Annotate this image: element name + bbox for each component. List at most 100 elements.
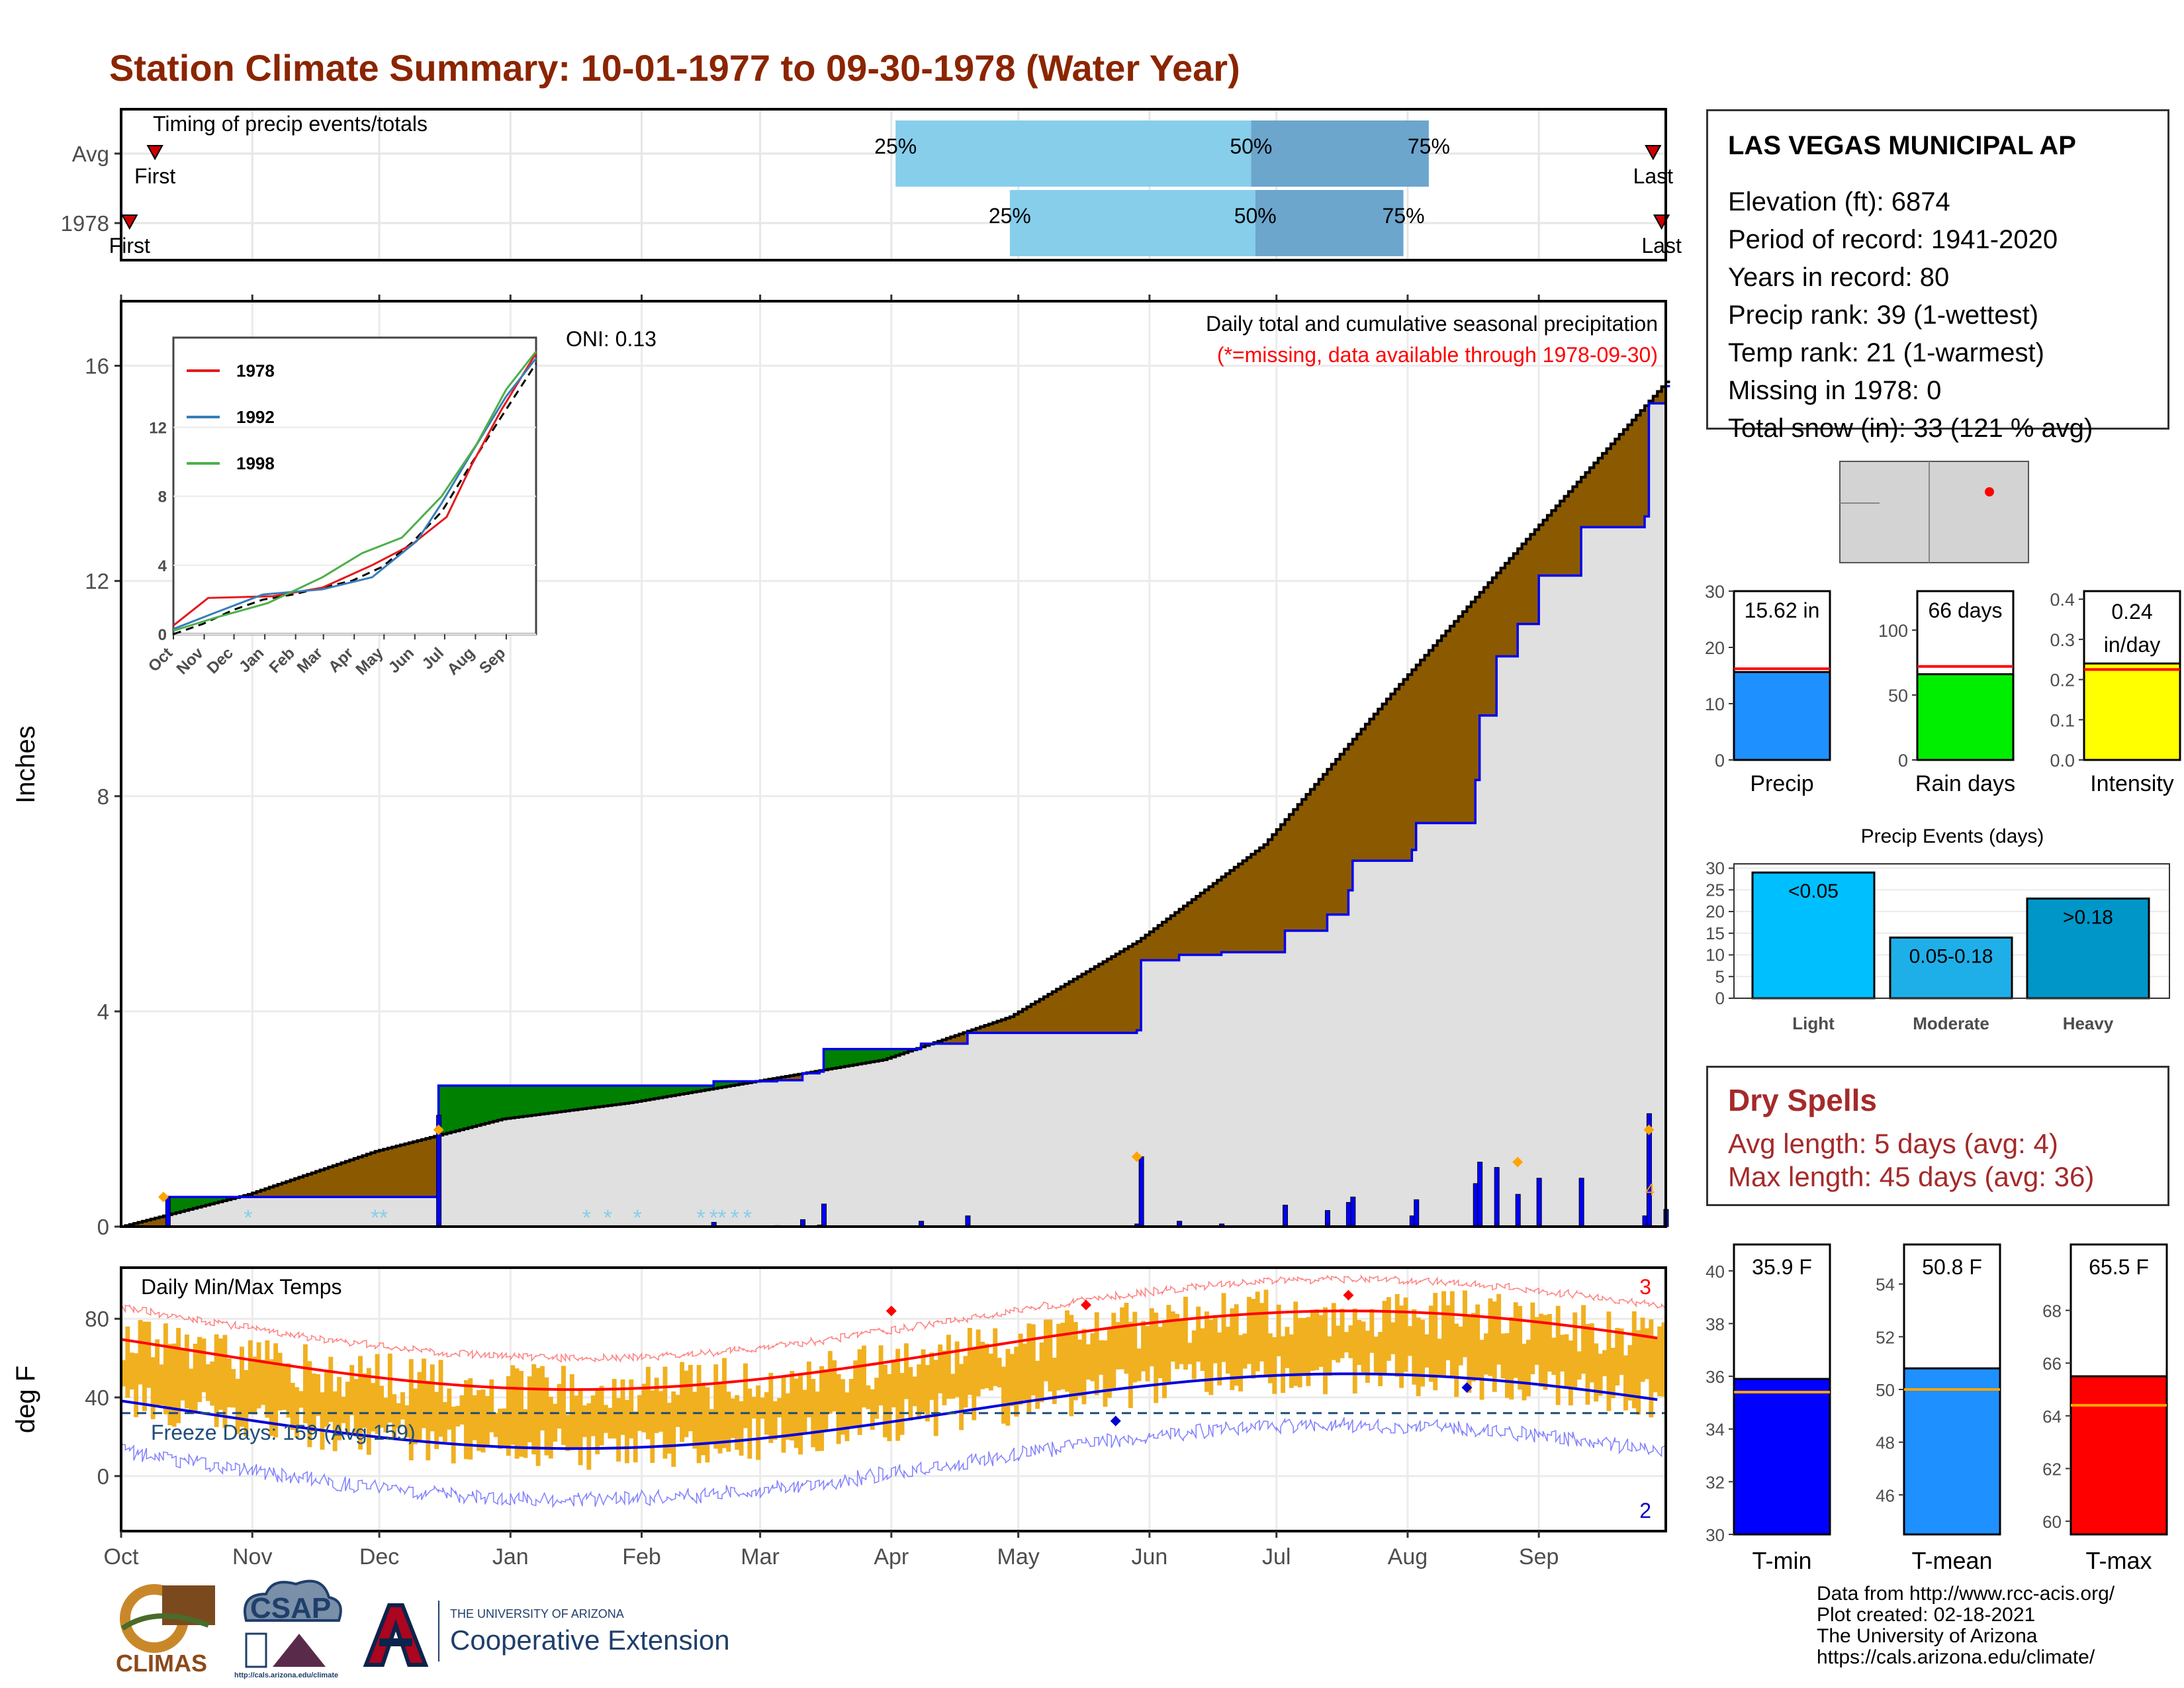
- precip-surplus-area: [484, 1086, 490, 1123]
- snow-day-marker: *: [582, 1205, 591, 1231]
- daily-temp-range-bar: [1141, 1321, 1146, 1372]
- precip-deficit-area: [1183, 906, 1189, 955]
- daily-temp-range-bar: [535, 1368, 541, 1466]
- precip-deficit-area: [1369, 719, 1375, 861]
- precip-deficit-area: [1623, 429, 1629, 528]
- summary-bar-value: in/day: [2104, 633, 2160, 657]
- daily-temp-range-bar: [396, 1403, 401, 1429]
- daily-temp-range-bar: [1272, 1337, 1277, 1394]
- precip-deficit-area: [1060, 986, 1066, 1033]
- precip-event-bar-label: <0.05: [1788, 880, 1839, 902]
- daily-temp-range-bar: [362, 1373, 367, 1429]
- precip-deficit-area: [1627, 424, 1633, 528]
- precip-deficit-area: [1610, 444, 1615, 528]
- daily-temp-range-bar: [743, 1363, 748, 1429]
- precip-surplus-area: [506, 1086, 511, 1119]
- daily-temp-range-bar: [772, 1401, 778, 1440]
- precip-deficit-area: [1598, 458, 1603, 528]
- precip-deficit-area: [1238, 864, 1244, 953]
- timing-panel-frame: [120, 108, 1667, 261]
- precip-deficit-area: [1331, 764, 1336, 915]
- precip-deficit-area: [1471, 602, 1476, 823]
- precip-deficit-area: [1488, 583, 1493, 716]
- daily-temp-range-bar: [650, 1390, 655, 1463]
- precip-deficit-area: [290, 1180, 295, 1197]
- daily-temp-range-bar: [1539, 1313, 1544, 1387]
- daily-temp-range-bar: [1085, 1344, 1091, 1380]
- precip-deficit-area: [1407, 675, 1412, 861]
- temp-ylabel: deg F: [11, 1366, 40, 1433]
- precip-deficit-area: [408, 1143, 414, 1197]
- temp-summary-ytick-label: 48: [1876, 1433, 1895, 1453]
- daily-precip-bar: [965, 1215, 971, 1227]
- daily-temp-range-bar: [735, 1395, 740, 1450]
- daily-temp-range-bar: [324, 1372, 329, 1427]
- daily-temp-range-bar: [620, 1379, 625, 1435]
- precip-surplus-area: [171, 1197, 177, 1214]
- temp-summary-ytick-label: 38: [1706, 1314, 1725, 1334]
- daily-precip-bar: [1324, 1210, 1330, 1227]
- daily-temp-range-bar: [1014, 1346, 1019, 1417]
- precip-events-frame: [1733, 863, 2170, 999]
- daily-temp-range-bar: [1467, 1315, 1472, 1393]
- daily-temp-range-bar: [917, 1364, 922, 1420]
- daily-temp-range-bar: [1352, 1308, 1357, 1394]
- precip-deficit-area: [1064, 984, 1069, 1033]
- precip-surplus-area: [184, 1197, 189, 1211]
- daily-temp-range-bar: [1128, 1321, 1133, 1409]
- precip-deficit-area: [138, 1222, 143, 1227]
- daily-temp-range-bar: [451, 1406, 456, 1464]
- precip-deficit-area: [1056, 989, 1062, 1033]
- temp-summary-ytick-label: 30: [1706, 1525, 1725, 1545]
- credit-line: The University of Arizona: [1817, 1625, 2038, 1647]
- precip-ytick-label: 16: [85, 354, 109, 379]
- temp-ytick-label: 40: [85, 1385, 109, 1410]
- daily-temp-range-bar: [1534, 1317, 1539, 1365]
- daily-temp-range-bar: [1399, 1305, 1404, 1388]
- daily-temp-range-bar: [316, 1374, 321, 1416]
- summary-ytick-label: 30: [1705, 582, 1725, 602]
- precip-deficit-area: [1560, 500, 1565, 576]
- daily-temp-range-bar: [1314, 1309, 1320, 1370]
- precip-deficit-area: [1001, 1019, 1007, 1033]
- precip-deficit-area: [1191, 899, 1197, 955]
- daily-temp-range-bar: [286, 1363, 291, 1418]
- precip-deficit-area: [798, 1074, 803, 1080]
- precip-deficit-area: [1314, 784, 1320, 931]
- daily-temp-range-bar: [379, 1385, 384, 1428]
- precip-deficit-area: [1204, 890, 1209, 955]
- precip-deficit-area: [1255, 851, 1260, 953]
- average-cumulative-area: [121, 381, 1666, 1227]
- precip-surplus-area: [866, 1049, 871, 1063]
- daily-temp-range-bar: [527, 1376, 532, 1442]
- precip-deficit-area: [1327, 769, 1332, 915]
- daily-temp-range-bar: [739, 1401, 744, 1456]
- daily-temp-range-bar: [1357, 1320, 1362, 1366]
- timing-p75-label: 75%: [1408, 134, 1450, 158]
- daily-temp-range-bar: [1267, 1333, 1273, 1383]
- daily-temp-range-bar: [827, 1350, 833, 1414]
- daily-temp-range-bar: [1606, 1311, 1612, 1411]
- events-ytick-label: 5: [1715, 966, 1725, 986]
- daily-temp-range-bar: [1645, 1328, 1649, 1380]
- summary-ytick-label: 0: [1898, 751, 1908, 771]
- daily-temp-range-bar: [1407, 1326, 1412, 1356]
- daily-temp-range-bar: [1158, 1327, 1163, 1378]
- precip-surplus-area: [553, 1086, 558, 1113]
- precip-surplus-area: [519, 1086, 524, 1117]
- month-tick-label: Nov: [232, 1544, 272, 1570]
- temp-summary-ytick-label: 64: [2042, 1407, 2062, 1427]
- daily-temp-range-bar: [595, 1388, 600, 1454]
- precip-deficit-area: [1568, 491, 1573, 576]
- daily-temp-range-bar: [883, 1364, 887, 1438]
- precip-deficit-area: [1394, 689, 1400, 861]
- daily-temp-range-bar: [1234, 1304, 1239, 1386]
- precip-deficit-area: [1081, 974, 1087, 1033]
- daily-precip-bar: [1494, 1167, 1500, 1227]
- precip-deficit-area: [1653, 396, 1658, 404]
- timing-p25-label: 25%: [989, 204, 1031, 228]
- precip-deficit-area: [1230, 870, 1235, 953]
- precip-surplus-area: [180, 1197, 185, 1212]
- daily-temp-range-bar: [895, 1348, 901, 1441]
- daily-temp-range-bar: [1064, 1310, 1069, 1392]
